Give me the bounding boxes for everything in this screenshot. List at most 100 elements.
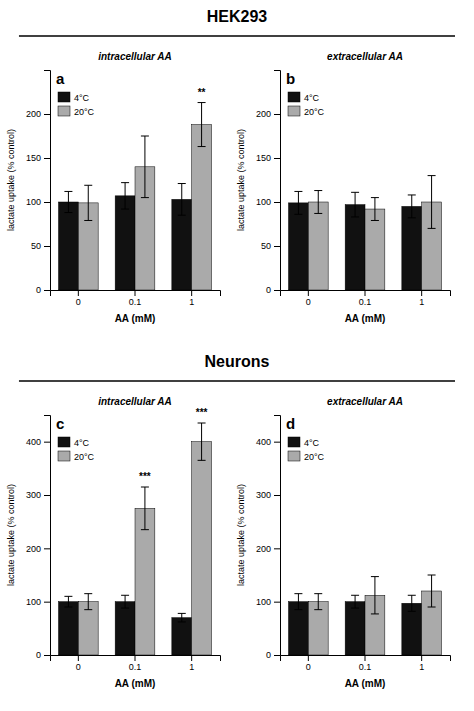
- y-tick-mark: [44, 495, 50, 496]
- y-tick: 100: [256, 597, 280, 607]
- error-bar-cap: [198, 102, 206, 103]
- panel: 010020030040000.11AA (mM)lactate uptake …: [236, 396, 451, 689]
- y-tick-label: 300: [26, 490, 41, 500]
- y-tick-mark: [44, 202, 50, 203]
- y-tick-label: 200: [256, 109, 271, 119]
- y-tick-label: 150: [26, 153, 41, 163]
- y-axis-title: lactate uptake (% control): [6, 484, 16, 586]
- x-tick: 0.1: [359, 655, 372, 672]
- legend: 4°C20°C: [58, 92, 95, 117]
- x-axis: 00.11: [51, 655, 221, 672]
- x-axis-title: AA (mM): [115, 313, 156, 324]
- axis-domain: [51, 656, 221, 662]
- error-bar: [121, 183, 129, 209]
- y-tick-mark: [44, 548, 50, 549]
- error-bar-cap: [198, 460, 206, 461]
- error-bar-stem: [298, 191, 299, 214]
- plot-area: [289, 176, 442, 290]
- error-bar-cap: [428, 607, 436, 608]
- x-tick: 0: [76, 290, 81, 307]
- section-title: HEK293: [207, 8, 268, 25]
- x-tick-mark: [365, 655, 366, 661]
- bar-series: [289, 594, 422, 655]
- bar: [172, 618, 192, 655]
- legend-item: 20°C: [58, 451, 95, 462]
- x-tick-label: 0: [76, 662, 81, 672]
- legend-item: 4°C: [288, 437, 320, 448]
- error-bar-cap: [408, 611, 416, 612]
- error-bar: [84, 594, 92, 610]
- error-bar: [428, 176, 436, 229]
- bar: [402, 206, 422, 290]
- x-axis-title: AA (mM): [115, 678, 156, 689]
- error-bar-stem: [374, 198, 375, 221]
- bar-series: [59, 183, 192, 290]
- y-tick-label: 0: [266, 285, 271, 295]
- significance-marker: **: [198, 87, 206, 98]
- legend: 4°C20°C: [58, 437, 95, 462]
- y-tick-label: 0: [36, 650, 41, 660]
- error-bar-cap: [294, 191, 302, 192]
- x-tick: 1: [419, 290, 424, 307]
- error-bar-stem: [318, 594, 319, 610]
- error-bar: [294, 191, 302, 214]
- error-bar-stem: [68, 596, 69, 607]
- y-tick: 0: [266, 650, 280, 660]
- y-tick-label: 100: [26, 197, 41, 207]
- error-bar: [121, 595, 129, 608]
- axis-domain: [44, 71, 51, 291]
- legend-label: 20°C: [74, 107, 95, 117]
- bar: [402, 603, 422, 655]
- y-axis-title: lactate uptake (% control): [236, 129, 246, 231]
- bar: [115, 602, 135, 655]
- legend-label: 4°C: [304, 438, 320, 448]
- legend: 4°C 20°C: [288, 437, 325, 462]
- y-tick: 100: [26, 197, 50, 207]
- error-bar-stem: [431, 176, 432, 229]
- error-bar-cap: [428, 228, 436, 229]
- y-tick-mark: [44, 246, 50, 247]
- y-tick-mark: [44, 442, 50, 443]
- error-bar-cap: [428, 175, 436, 176]
- y-tick: 300: [256, 490, 280, 500]
- bar: [308, 202, 328, 290]
- y-tick-label: 0: [266, 650, 271, 660]
- error-bar-cap: [351, 216, 359, 217]
- error-bar-cap: [178, 621, 186, 622]
- y-tick: 200: [256, 544, 280, 554]
- y-tick: 400: [256, 437, 280, 447]
- error-bar-cap: [84, 220, 92, 221]
- error-bar-cap: [84, 609, 92, 610]
- x-tick-label: 0: [306, 297, 311, 307]
- x-tick-mark: [191, 655, 192, 661]
- x-tick-mark: [365, 290, 366, 296]
- y-tick-label: 50: [261, 241, 271, 251]
- y-axis-title: lactate uptake (% control): [236, 484, 246, 586]
- error-bar-cap: [294, 593, 302, 594]
- bar: [289, 602, 309, 655]
- y-tick-mark: [274, 442, 280, 443]
- y-tick-label: 100: [26, 597, 41, 607]
- error-bar-cap: [408, 194, 416, 195]
- y-tick-label: 300: [256, 490, 271, 500]
- x-tick-label: 1: [189, 662, 194, 672]
- legend-label: 20°C: [304, 452, 325, 462]
- y-tick-mark: [44, 114, 50, 115]
- error-bar-stem: [298, 594, 299, 610]
- error-bar: [141, 136, 149, 198]
- error-bar-cap: [408, 217, 416, 218]
- x-tick-mark: [78, 655, 79, 661]
- legend-item: 20°C: [288, 451, 325, 462]
- y-tick: 150: [26, 153, 50, 163]
- error-bar: [64, 596, 72, 607]
- error-bar-cap: [198, 423, 206, 424]
- error-bar: [314, 191, 322, 214]
- bar: [115, 196, 135, 290]
- error-bar: [198, 423, 206, 460]
- error-bar-cap: [198, 146, 206, 147]
- legend-swatch: [288, 437, 300, 447]
- axis-domain: [44, 416, 51, 656]
- x-tick-mark: [135, 655, 136, 661]
- error-bar-stem: [355, 192, 356, 217]
- error-bar: [371, 198, 379, 221]
